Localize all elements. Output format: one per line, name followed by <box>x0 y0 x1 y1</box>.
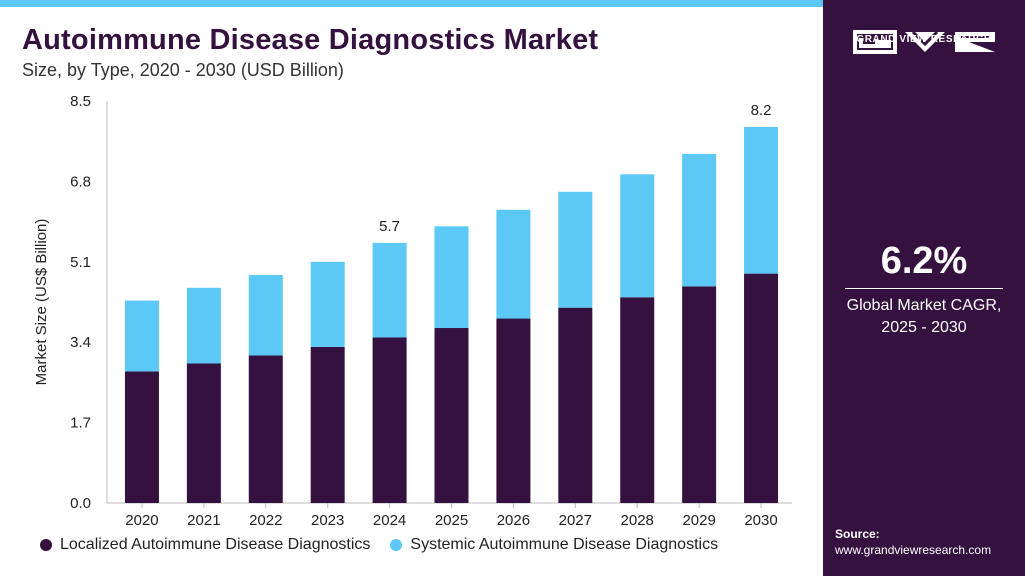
legend-item-localized: Localized Autoimmune Disease Diagnostics <box>40 536 370 554</box>
y-tick-label: 1.7 <box>70 415 91 432</box>
source-url: www.grandviewresearch.com <box>835 543 992 557</box>
grand-view-research-logo <box>853 30 995 54</box>
logo-wordmark: GRAND VIEW RESEARCH <box>856 34 992 45</box>
x-tick-label: 2025 <box>435 512 468 529</box>
stacked-bar-chart: 0.0 1.7 3.4 5.1 6.8 8.5 Market Size (US$ Billi… <box>33 93 792 529</box>
legend-item-systemic: Systemic Autoimmune Disease Diagnostics <box>390 536 718 554</box>
cagr-label: Global Market CAGR, 2025 - 2030 <box>823 295 1025 339</box>
y-tick-label: 0.0 <box>70 495 91 512</box>
chart-legend: Localized Autoimmune Disease Diagnostics… <box>40 536 738 554</box>
bar-total-label: 5.7 <box>379 218 400 235</box>
bar-localized-2028 <box>620 297 655 503</box>
y-tick-label: 5.1 <box>70 254 91 271</box>
x-tick-label: 2023 <box>311 512 344 529</box>
y-tick-label: 3.4 <box>70 334 91 351</box>
legend-label-systemic: Systemic Autoimmune Disease Diagnostics <box>410 536 719 553</box>
page-title: Autoimmune Disease Diagnostics Market <box>22 24 599 56</box>
bar-systemic-2026 <box>496 209 531 319</box>
bar-localized-2027 <box>558 307 593 503</box>
x-tick-label: 2028 <box>621 512 654 529</box>
bar-systemic-2023 <box>310 261 345 347</box>
bar-localized-2022 <box>248 355 283 503</box>
bar-total-label: 8.2 <box>751 102 772 119</box>
x-tick-label: 2021 <box>187 512 220 529</box>
legend-swatch-localized <box>40 539 52 551</box>
cagr-label-period: 2025 - 2030 <box>881 319 967 336</box>
bar-systemic-2020 <box>124 300 159 372</box>
chart-panel: Autoimmune Disease Diagnostics Market Si… <box>22 24 792 554</box>
bar-systemic-2025 <box>434 226 469 329</box>
bar-localized-2024 <box>372 337 407 503</box>
bar-systemic-2024 <box>372 242 407 338</box>
bar-systemic-2027 <box>558 191 593 308</box>
bar-localized-2029 <box>682 286 717 503</box>
legend-label-localized: Localized Autoimmune Disease Diagnostics <box>60 536 371 553</box>
x-tick-label: 2022 <box>249 512 282 529</box>
bar-systemic-2022 <box>248 275 283 356</box>
bar-localized-2030 <box>744 273 779 503</box>
bar-systemic-2029 <box>682 153 717 287</box>
y-axis-title: Market Size (US$ Billion) <box>33 219 50 386</box>
x-tick-label: 2026 <box>497 512 530 529</box>
cagr-label-line1: Global Market CAGR, <box>846 297 1002 314</box>
y-tick-label: 8.5 <box>70 93 91 110</box>
bar-systemic-2021 <box>186 287 221 364</box>
y-tick-label: 6.8 <box>70 173 91 190</box>
bar-localized-2020 <box>124 371 159 503</box>
bar-systemic-2030 <box>744 127 779 274</box>
x-tick-label: 2027 <box>559 512 592 529</box>
source-label: Source: <box>835 527 880 541</box>
x-tick-label: 2030 <box>744 512 777 529</box>
top-accent-bar <box>0 0 823 7</box>
source-note: Source: www.grandviewresearch.com <box>835 526 991 558</box>
bar-localized-2026 <box>496 318 531 503</box>
cagr-divider <box>845 288 1003 289</box>
bar-systemic-2028 <box>620 174 655 298</box>
x-tick-label: 2024 <box>373 512 406 529</box>
x-tick-label: 2020 <box>125 512 158 529</box>
page-subtitle: Size, by Type, 2020 - 2030 (USD Billion) <box>22 60 344 80</box>
bar-localized-2021 <box>186 363 221 503</box>
bar-localized-2023 <box>310 346 345 503</box>
cagr-value: 6.2% <box>880 240 968 282</box>
legend-swatch-systemic <box>390 539 403 551</box>
bar-localized-2025 <box>434 328 469 503</box>
brand-sidebar: GRAND VIEW RESEARCH 6.2% Global Market C… <box>823 0 1025 576</box>
x-tick-label: 2029 <box>682 512 715 529</box>
